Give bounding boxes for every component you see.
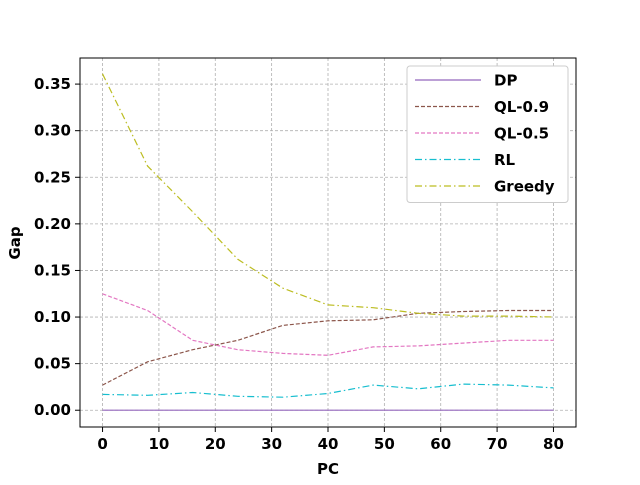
series-line-rl bbox=[102, 383, 554, 398]
x-tick-label: 50 bbox=[374, 435, 395, 453]
legend: DP QL-0.9 QL-0.5 RL Greedy bbox=[406, 65, 569, 203]
y-axis-label: Gap bbox=[6, 226, 24, 259]
x-tick-label: 0 bbox=[97, 435, 107, 453]
y-tick-label: 0.15 bbox=[34, 261, 71, 279]
y-tick-label: 0.20 bbox=[34, 215, 71, 233]
legend-label: QL-0.5 bbox=[494, 125, 549, 143]
series-line-greedy bbox=[101, 73, 554, 318]
x-tick-label: 40 bbox=[318, 435, 339, 453]
y-tick-label: 0.00 bbox=[34, 401, 71, 419]
x-tick-label: 30 bbox=[261, 435, 282, 453]
y-tick-label: 0.35 bbox=[34, 75, 71, 93]
series-line-ql-0-9 bbox=[102, 309, 554, 386]
y-tick-label: 0.30 bbox=[34, 122, 71, 140]
legend-box bbox=[406, 65, 569, 203]
x-tick-label: 70 bbox=[487, 435, 508, 453]
x-axis-label: PC bbox=[317, 460, 339, 478]
series-lines bbox=[101, 73, 554, 411]
series-line-ql-0-5 bbox=[102, 293, 554, 356]
x-tick-label: 10 bbox=[148, 435, 169, 453]
y-tick-label: 0.05 bbox=[34, 355, 71, 373]
legend-label: DP bbox=[494, 72, 517, 90]
legend-label: Greedy bbox=[494, 178, 555, 196]
legend-label: QL-0.9 bbox=[494, 98, 549, 116]
y-tick-label: 0.10 bbox=[34, 308, 71, 326]
x-tick-label: 80 bbox=[543, 435, 564, 453]
x-tick-label: 20 bbox=[205, 435, 226, 453]
legend-label: RL bbox=[494, 151, 516, 169]
y-tick-label: 0.25 bbox=[34, 168, 71, 186]
axis-ticks: 0 10 20 30 40 50 60 70 80 0.00 0.05 0.10 0.15 0.20 0.2… bbox=[34, 75, 564, 453]
x-tick-label: 60 bbox=[430, 435, 451, 453]
